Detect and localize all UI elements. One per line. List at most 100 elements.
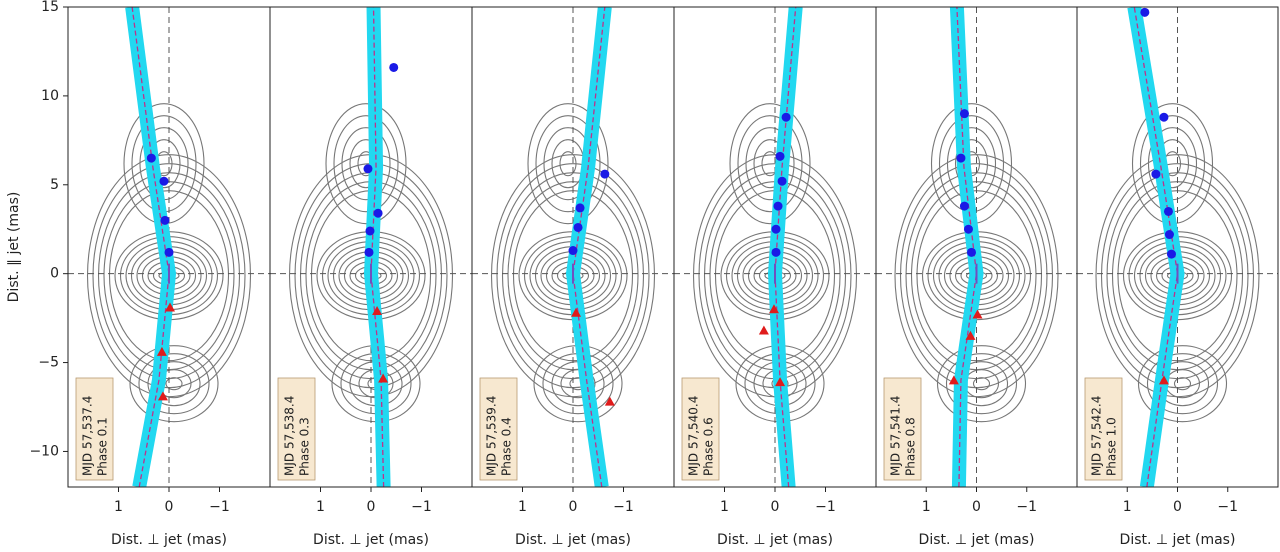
x-tick-label: 1 xyxy=(1123,499,1132,515)
component xyxy=(1140,7,1150,17)
contour xyxy=(745,127,795,201)
component xyxy=(372,306,383,315)
component xyxy=(773,201,783,211)
component xyxy=(781,112,791,122)
component xyxy=(965,330,976,340)
component xyxy=(966,247,976,257)
component xyxy=(972,309,983,319)
component xyxy=(568,246,578,256)
component xyxy=(157,391,168,401)
plot-area xyxy=(876,7,1077,487)
y-tick-label: 5 xyxy=(50,177,59,193)
jet-model xyxy=(1133,7,1179,487)
component xyxy=(600,169,610,179)
y-tick-label: 10 xyxy=(41,88,59,104)
contour xyxy=(559,151,577,177)
annotation-box xyxy=(1084,377,1123,481)
component xyxy=(959,201,969,211)
x-tick-label: 0 xyxy=(771,499,780,515)
contour xyxy=(527,103,609,225)
annotation: Phase 1.0 xyxy=(1105,417,1119,476)
contour xyxy=(945,353,1018,415)
component xyxy=(1164,230,1174,240)
x-axis-label: Dist. ⊥ jet (mas) xyxy=(111,532,227,548)
contour xyxy=(535,115,601,213)
plot-area xyxy=(270,7,472,487)
jet-model xyxy=(572,7,606,487)
component xyxy=(363,164,373,174)
component xyxy=(771,247,781,257)
panel: MJD 57,541.4 Phase 0.8 1 0 −1 Dist. ⊥ jet (ma… xyxy=(875,6,1078,548)
x-tick-label: 0 xyxy=(165,499,174,515)
x-axis-label: Dist. ⊥ jet (mas) xyxy=(919,532,1035,548)
component xyxy=(146,153,156,163)
contour xyxy=(333,115,399,213)
x-tick-label: 0 xyxy=(972,499,981,515)
jet-band xyxy=(566,7,612,487)
y-tick-label: −5 xyxy=(38,355,59,371)
component xyxy=(604,396,615,406)
component xyxy=(963,224,973,234)
jet-band xyxy=(1127,7,1185,487)
component xyxy=(1151,169,1161,179)
panel: MJD 57,538.4 Phase 0.3 1 0 −1 Dist. ⊥ jet (ma… xyxy=(269,6,473,548)
contour xyxy=(729,103,811,225)
component xyxy=(775,377,786,387)
contour xyxy=(1137,345,1228,423)
annotation: Phase 0.8 xyxy=(904,417,918,476)
annotation-box xyxy=(479,377,518,481)
x-axis-label: Dist. ⊥ jet (mas) xyxy=(1120,532,1236,548)
contour xyxy=(1164,369,1201,399)
panel: MJD 57,542.4 Phase 1.0 1 0 −1 Dist. ⊥ jet (ma… xyxy=(1076,6,1279,548)
y-axis-label: Dist. ∥ jet (mas) xyxy=(6,192,22,303)
y-tick-label: 15 xyxy=(41,0,59,15)
component xyxy=(160,215,170,225)
component xyxy=(771,224,781,234)
y-tick-label: −10 xyxy=(29,443,59,459)
component xyxy=(159,176,169,186)
x-tick-label: −1 xyxy=(411,499,432,515)
contour xyxy=(1146,353,1219,415)
annotation-box xyxy=(681,377,720,481)
x-tick-label: −1 xyxy=(613,499,634,515)
x-axis-label: Dist. ⊥ jet (mas) xyxy=(717,532,833,548)
component xyxy=(573,222,583,232)
contour xyxy=(936,345,1027,423)
panel: MJD 57,540.4 Phase 0.6 1 0 −1 Dist. ⊥ jet (ma… xyxy=(673,6,877,548)
x-tick-label: 0 xyxy=(569,499,578,515)
component xyxy=(1159,112,1169,122)
contour xyxy=(165,377,183,391)
component xyxy=(378,373,389,383)
plot-area xyxy=(68,7,270,487)
annotation-box xyxy=(883,377,922,481)
x-tick-label: 0 xyxy=(367,499,376,515)
component xyxy=(768,304,779,314)
component xyxy=(1163,206,1173,216)
x-axis-label: Dist. ⊥ jet (mas) xyxy=(313,532,429,548)
component xyxy=(373,208,383,218)
x-tick-label: −1 xyxy=(1217,499,1238,515)
x-tick-label: 0 xyxy=(1173,499,1182,515)
x-tick-label: 1 xyxy=(114,499,123,515)
component xyxy=(364,247,374,257)
panel: MJD 57,539.4 Phase 0.4 1 0 −1 Dist. ⊥ jet (ma… xyxy=(471,6,675,548)
component xyxy=(571,307,582,317)
component xyxy=(1166,249,1176,259)
jet-band xyxy=(125,7,176,487)
component xyxy=(948,375,959,385)
annotation: Phase 0.3 xyxy=(298,417,312,476)
component xyxy=(165,302,176,312)
component xyxy=(575,203,585,213)
component xyxy=(777,176,787,186)
contour xyxy=(138,353,210,415)
jet-band xyxy=(768,7,803,487)
annotation: MJD 57,541.4 xyxy=(889,396,903,476)
annotation-box xyxy=(277,377,316,481)
component xyxy=(156,346,167,356)
contour xyxy=(737,115,803,213)
annotation-box xyxy=(75,377,114,481)
x-tick-label: −1 xyxy=(1016,499,1037,515)
contour xyxy=(341,127,391,201)
